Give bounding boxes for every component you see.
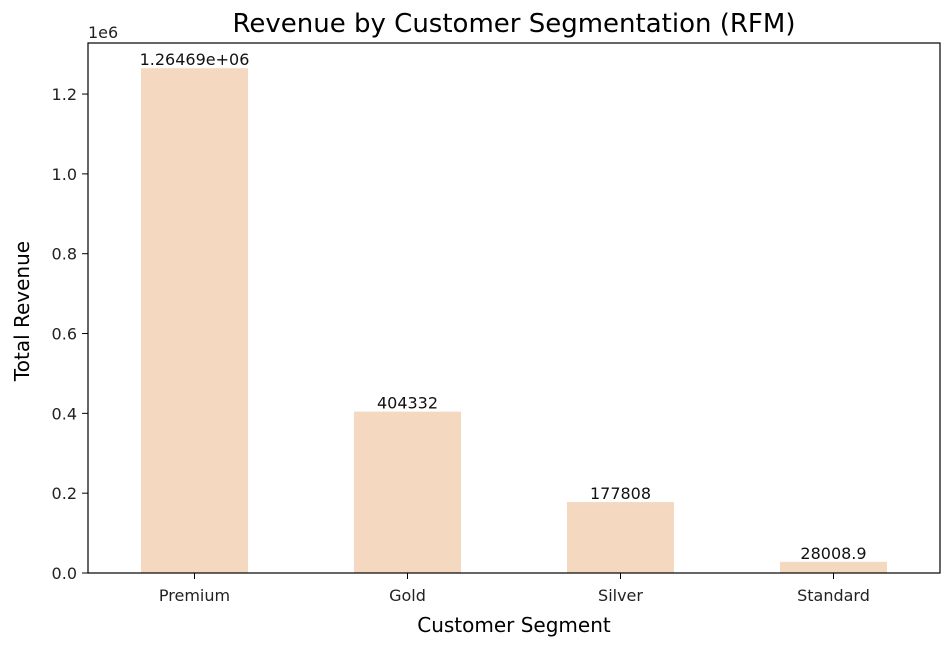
- x-tick-label-standard: Standard: [797, 586, 870, 605]
- data-label-premium: 1.26469e+06: [140, 50, 250, 69]
- chart-title: Revenue by Customer Segmentation (RFM): [233, 9, 796, 39]
- x-tick-label-gold: Gold: [389, 586, 426, 605]
- bars-group: [141, 68, 887, 573]
- data-label-gold: 404332: [377, 394, 438, 413]
- y-tick-label: 0.8: [52, 245, 77, 264]
- y-axis-ticks: 0.0 0.2 0.4 0.6 0.8 1.0 1.2: [52, 85, 88, 583]
- x-axis-ticks: Premium Gold Silver Standard: [159, 573, 870, 605]
- y-tick-label: 0.6: [52, 325, 77, 344]
- bar-standard: [780, 561, 887, 573]
- data-label-standard: 28008.9: [800, 544, 866, 563]
- y-tick-label: 0.2: [52, 484, 77, 503]
- y-tick-label: 0.0: [52, 564, 77, 583]
- data-label-silver: 177808: [590, 484, 651, 503]
- y-tick-label: 1.0: [52, 165, 77, 184]
- y-axis-offset-label: 1e6: [88, 23, 118, 42]
- bar-premium: [141, 68, 248, 573]
- x-tick-label-premium: Premium: [159, 586, 230, 605]
- y-axis-label: Total Revenue: [10, 241, 34, 382]
- x-tick-label-silver: Silver: [598, 586, 643, 605]
- plot-area-frame: [87, 42, 941, 574]
- y-tick-label: 1.2: [52, 85, 77, 104]
- bar-gold: [354, 411, 461, 573]
- y-tick-label: 0.4: [52, 404, 77, 423]
- data-labels-group: 1.26469e+06 404332 177808 28008.9: [140, 50, 867, 563]
- bar-silver: [567, 502, 674, 573]
- x-axis-label: Customer Segment: [417, 613, 611, 637]
